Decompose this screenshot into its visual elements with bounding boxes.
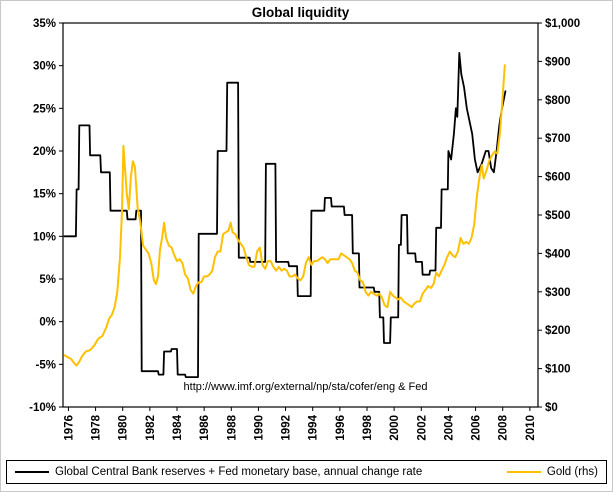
- svg-text:$200: $200: [545, 325, 571, 337]
- svg-text:-5%: -5%: [36, 359, 56, 371]
- svg-text:1992: 1992: [281, 415, 293, 441]
- svg-text:1976: 1976: [63, 415, 75, 441]
- svg-text:25%: 25%: [33, 103, 56, 115]
- svg-text:1994: 1994: [308, 414, 320, 440]
- liquidity-chart: 35% 30% 25% 20% 15% 10% 5% 0% -5% -10% $1,000 $900 $…: [29, 5, 580, 441]
- svg-text:2002: 2002: [416, 415, 428, 441]
- svg-text:2008: 2008: [498, 414, 510, 440]
- black-line-sample: [15, 471, 49, 473]
- legend-item-reserves: Global Central Bank reserves + Fed monet…: [15, 466, 422, 478]
- svg-text:$500: $500: [545, 210, 571, 222]
- legend-label-reserves: Global Central Bank reserves + Fed monet…: [55, 466, 423, 478]
- svg-text:35%: 35%: [33, 18, 56, 30]
- svg-text:30%: 30%: [33, 61, 56, 73]
- svg-text:0%: 0%: [39, 317, 56, 329]
- svg-text:20%: 20%: [33, 146, 56, 158]
- svg-text:5%: 5%: [39, 274, 56, 286]
- svg-text:$700: $700: [545, 133, 571, 145]
- svg-text:2004: 2004: [443, 414, 455, 440]
- svg-text:1980: 1980: [118, 415, 130, 441]
- svg-text:$300: $300: [545, 287, 571, 299]
- svg-text:1988: 1988: [226, 414, 238, 440]
- svg-text:2006: 2006: [471, 415, 483, 441]
- svg-text:10%: 10%: [33, 231, 56, 243]
- legend-item-gold: Gold (rhs): [506, 466, 598, 478]
- svg-text:1998: 1998: [362, 414, 374, 440]
- svg-text:Global liquidity: Global liquidity: [252, 5, 350, 20]
- svg-text:$1,000: $1,000: [545, 18, 580, 30]
- legend-label-gold: Gold (rhs): [546, 466, 598, 478]
- svg-text:$400: $400: [545, 248, 571, 260]
- svg-text:$100: $100: [545, 364, 571, 376]
- svg-text:1978: 1978: [91, 414, 103, 440]
- svg-text:15%: 15%: [33, 189, 56, 201]
- svg-text:2000: 2000: [389, 415, 401, 441]
- svg-text:-10%: -10%: [29, 402, 56, 414]
- svg-text:1984: 1984: [172, 414, 184, 440]
- svg-text:1990: 1990: [253, 415, 265, 441]
- gold-line-sample: [506, 471, 541, 473]
- svg-text:$0: $0: [545, 402, 558, 414]
- svg-text:http://www.imf.org/external/np: http://www.imf.org/external/np/sta/cofer…: [184, 381, 428, 393]
- svg-text:1996: 1996: [335, 415, 347, 441]
- chart-legend: Global Central Bank reserves + Fed monet…: [6, 460, 607, 484]
- svg-text:1982: 1982: [145, 415, 157, 441]
- svg-text:$900: $900: [545, 56, 571, 68]
- svg-text:2010: 2010: [525, 415, 537, 441]
- svg-text:$600: $600: [545, 172, 571, 184]
- svg-text:1986: 1986: [199, 415, 211, 441]
- svg-text:$800: $800: [545, 95, 571, 107]
